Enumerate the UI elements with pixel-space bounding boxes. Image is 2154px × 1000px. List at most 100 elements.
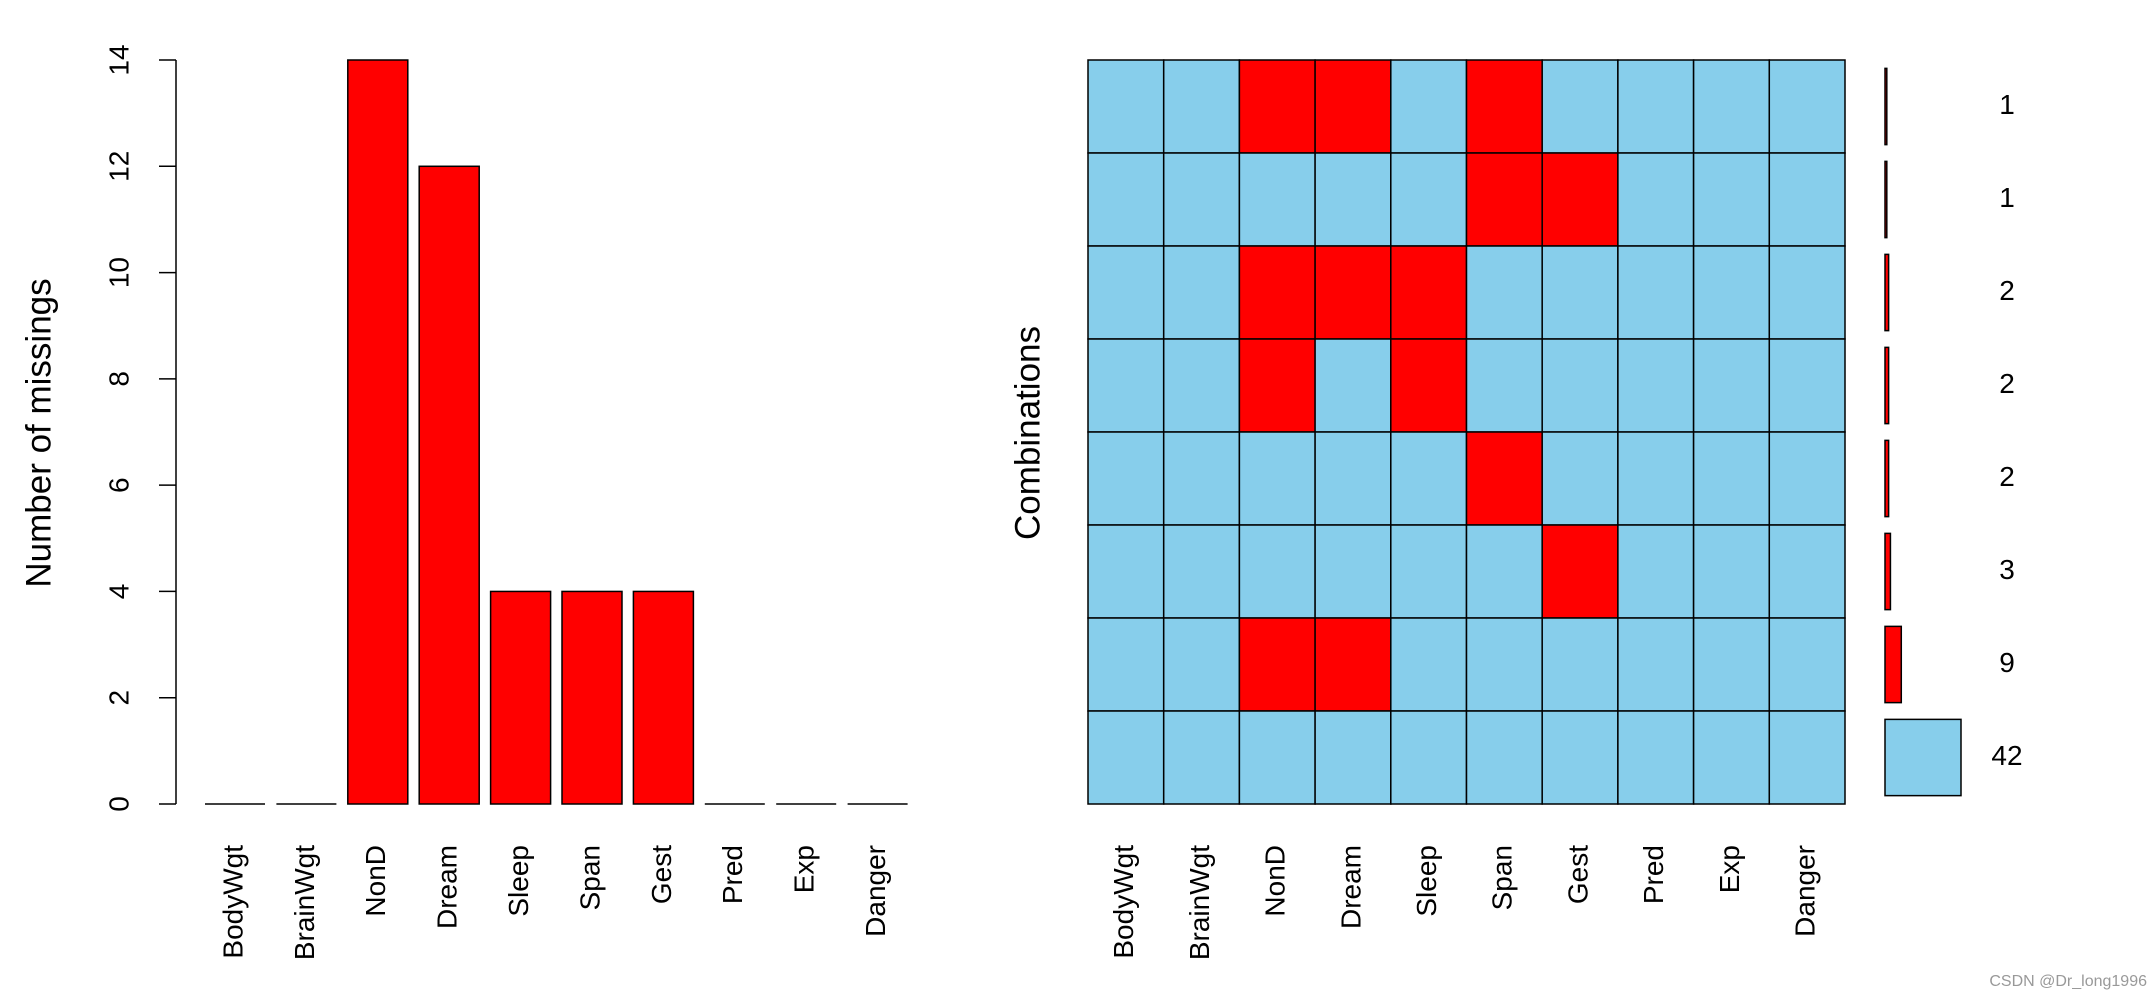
pattern-cell — [1692, 338, 1771, 433]
pattern-cell — [1617, 59, 1695, 154]
pattern-cell — [1541, 245, 1619, 340]
y-tick-label: 2 — [103, 690, 134, 706]
pattern-cell — [1162, 617, 1241, 712]
pattern-cell — [1238, 245, 1316, 340]
pattern-cell — [1617, 617, 1695, 712]
pattern-cell — [1162, 710, 1241, 805]
pattern-cell — [1238, 617, 1316, 712]
y-tick-label: 6 — [103, 477, 134, 493]
pattern-cell — [1314, 245, 1392, 340]
pattern-cell — [1692, 59, 1771, 154]
pattern-cell — [1238, 152, 1316, 247]
pattern-cell — [1087, 524, 1165, 619]
x-tick-label: BrainWgt — [289, 845, 320, 960]
pattern-cell — [1087, 617, 1165, 712]
count-label: 2 — [1999, 461, 2015, 492]
pattern-cell — [1162, 338, 1241, 433]
bar — [418, 165, 480, 805]
count-bar — [1884, 67, 1888, 146]
x-tick-label: BodyWgt — [1108, 845, 1139, 959]
pattern-cell — [1692, 524, 1771, 619]
x-tick-label: Exp — [1714, 845, 1745, 893]
pattern-cell — [1465, 431, 1543, 526]
pattern-cell — [1541, 617, 1619, 712]
x-tick-label: Sleep — [503, 845, 534, 917]
pattern-cell — [1162, 152, 1241, 247]
pattern-cell — [1390, 59, 1468, 154]
x-tick-label: Pred — [1638, 845, 1669, 904]
pattern-cell — [1465, 617, 1543, 712]
y-tick-label: 10 — [103, 257, 134, 288]
pattern-cell — [1768, 338, 1846, 433]
pattern-cell — [1541, 431, 1619, 526]
pattern-cell — [1087, 710, 1165, 805]
pattern-cell — [1465, 245, 1543, 340]
pattern-cell — [1238, 59, 1316, 154]
bar — [489, 590, 552, 805]
count-bar — [1884, 625, 1903, 704]
pattern-cell — [1238, 338, 1316, 433]
pattern-cell — [1692, 431, 1771, 526]
x-tick-label: BodyWgt — [217, 845, 248, 959]
x-tick-label: Dream — [432, 845, 463, 929]
pattern-cell — [1465, 338, 1543, 433]
pattern-cell — [1390, 338, 1468, 433]
bar — [347, 59, 409, 805]
pattern-cell — [1314, 710, 1392, 805]
y-axis-title: Combinations — [1008, 326, 1047, 540]
pattern-cell — [1692, 617, 1771, 712]
pattern-cell — [1541, 710, 1619, 805]
x-tick-label: Gest — [1562, 845, 1593, 904]
y-tick-label: 14 — [103, 44, 134, 75]
pattern-cell — [1314, 524, 1392, 619]
count-label: 2 — [1999, 368, 2015, 399]
pattern-cell — [1465, 524, 1543, 619]
pattern-cell — [1087, 431, 1165, 526]
count-label: 1 — [1999, 89, 2015, 120]
x-tick-label: Pred — [717, 845, 748, 904]
x-tick-label: Gest — [646, 845, 677, 904]
pattern-cell — [1390, 431, 1468, 526]
count-bar — [1884, 253, 1890, 332]
x-tick-label: NonD — [360, 845, 391, 917]
count-bar — [1884, 160, 1888, 239]
pattern-cell — [1465, 59, 1543, 154]
pattern-cell — [1390, 710, 1468, 805]
pattern-cell — [1617, 431, 1695, 526]
y-axis-title: Number of missings — [19, 278, 58, 587]
pattern-cell — [1541, 59, 1619, 154]
count-label: 3 — [1999, 554, 2015, 585]
count-label: 42 — [1991, 740, 2022, 771]
pattern-cell — [1541, 152, 1619, 247]
pattern-cell — [1692, 245, 1771, 340]
pattern-cell — [1162, 431, 1241, 526]
pattern-cell — [1314, 338, 1392, 433]
count-bar — [1884, 532, 1892, 611]
pattern-cell — [1390, 245, 1468, 340]
x-tick-label: Span — [574, 845, 605, 910]
pattern-cell — [1541, 524, 1619, 619]
pattern-cell — [1768, 524, 1846, 619]
pattern-cell — [1087, 59, 1165, 154]
pattern-cell — [1465, 710, 1543, 805]
x-tick-label: Danger — [1790, 845, 1821, 937]
pattern-cell — [1238, 710, 1316, 805]
watermark: CSDN @Dr_long1996 — [1989, 973, 2147, 990]
pattern-cell — [1314, 431, 1392, 526]
pattern-cell — [1238, 431, 1316, 526]
x-tick-label: Dream — [1335, 845, 1366, 929]
pattern-cell — [1314, 617, 1392, 712]
count-bar — [1884, 439, 1890, 518]
pattern-cell — [1162, 59, 1241, 154]
count-label: 9 — [1999, 647, 2015, 678]
pattern-cell — [1768, 431, 1846, 526]
pattern-cell — [1768, 617, 1846, 712]
pattern-cell — [1087, 152, 1165, 247]
x-tick-label: Sleep — [1411, 845, 1442, 917]
pattern-cell — [1768, 152, 1846, 247]
pattern-cell — [1768, 59, 1846, 154]
pattern-cell — [1162, 245, 1241, 340]
pattern-cell — [1087, 338, 1165, 433]
y-tick-label: 8 — [103, 371, 134, 387]
